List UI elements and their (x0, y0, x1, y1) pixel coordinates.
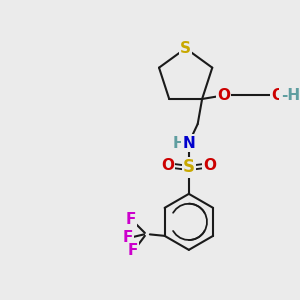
Text: N: N (182, 136, 195, 151)
Text: H: H (172, 136, 185, 151)
Text: O: O (217, 88, 230, 103)
Text: F: F (126, 212, 136, 226)
Text: -H: -H (281, 88, 300, 103)
Text: O: O (204, 158, 217, 173)
Text: O: O (161, 158, 174, 173)
Text: F: F (123, 230, 133, 245)
Text: F: F (128, 243, 138, 258)
Text: S: S (183, 158, 195, 176)
Text: O: O (271, 88, 284, 103)
Text: S: S (180, 41, 191, 56)
